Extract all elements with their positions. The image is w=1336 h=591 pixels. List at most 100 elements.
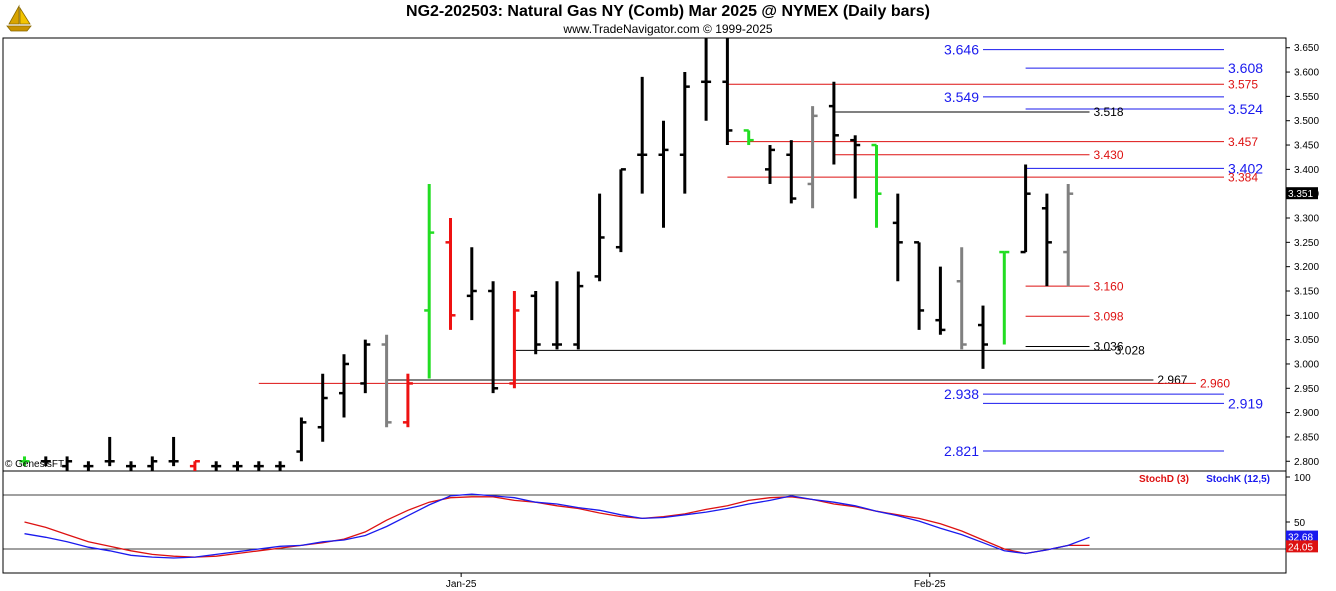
- stochd-legend: StochD (3): [1139, 474, 1189, 485]
- ohlc-bar: [701, 38, 712, 121]
- price-tick-label: 2.800: [1294, 457, 1319, 468]
- ohlc-bars: [19, 38, 1074, 471]
- ohlc-bar: [722, 38, 733, 146]
- ohlc-bar: [189, 460, 200, 471]
- price-tick-label: 3.450: [1294, 141, 1319, 152]
- ohlc-bar: [232, 461, 243, 471]
- ohlc-bar: [83, 461, 94, 471]
- price-tick-label: 3.050: [1294, 335, 1319, 346]
- price-tick-label: 3.550: [1294, 92, 1319, 103]
- ohlc-bar: [445, 218, 456, 330]
- price-frame: [2, 37, 1287, 472]
- level-label: 2.821: [944, 443, 979, 459]
- stochk-line: [24, 493, 1090, 559]
- stochd-last-label: 24.05: [1288, 542, 1313, 553]
- ohlc-bar: [168, 436, 179, 467]
- ohlc-bar: [253, 461, 264, 471]
- ohlc-bar: [317, 373, 328, 442]
- ohlc-bar: [658, 120, 669, 228]
- level-label: 3.518: [1094, 105, 1124, 119]
- stochk-last-label: 32.68: [1288, 533, 1313, 544]
- level-label: 3.402: [1228, 160, 1263, 176]
- stochastic-tick-label: 100: [1294, 473, 1311, 484]
- level-label: 3.160: [1094, 279, 1124, 293]
- price-tick-label: 3.400: [1294, 165, 1319, 176]
- ohlc-bar: [828, 81, 839, 165]
- ohlc-bar: [40, 456, 51, 467]
- price-tick-label: 3.500: [1294, 116, 1319, 127]
- ohlc-bar: [807, 106, 818, 209]
- ohlc-bar: [892, 193, 903, 282]
- chart-subtitle: www.TradeNavigator.com © 1999-2025: [563, 22, 773, 36]
- ohlc-bar: [488, 281, 499, 394]
- ohlc-bar: [594, 193, 605, 282]
- level-label: 3.575: [1228, 77, 1258, 91]
- ohlc-bar: [360, 339, 371, 394]
- level-label: 3.646: [944, 42, 979, 58]
- stochd-last-marker: [1286, 540, 1318, 553]
- level-label: 3.549: [944, 89, 979, 105]
- level-label: 3.608: [1228, 60, 1263, 76]
- ohlc-bar: [935, 266, 946, 335]
- level-label: 3.098: [1094, 309, 1124, 323]
- ohlc-bar: [381, 334, 392, 428]
- ohlc-bar: [296, 417, 307, 462]
- ohlc-bar: [339, 354, 349, 418]
- last-price-label: 3.351: [1288, 189, 1313, 200]
- stochd-line: [24, 496, 1090, 558]
- ohlc-bar: [956, 247, 967, 350]
- price-tick-label: 3.300: [1294, 214, 1319, 225]
- stochk-legend: StochK (12,5): [1206, 474, 1270, 485]
- ohlc-bar: [1020, 164, 1031, 254]
- stochastic-tick-label: 50: [1294, 518, 1306, 529]
- price-tick-label: 2.950: [1294, 384, 1319, 395]
- level-label: 3.524: [1228, 101, 1263, 117]
- price-tick-label: 3.200: [1294, 262, 1319, 273]
- time-tick-label: Feb-25: [914, 579, 946, 590]
- price-tick-label: 3.150: [1294, 286, 1319, 297]
- ohlc-bar: [147, 456, 158, 471]
- ohlc-bar: [850, 135, 861, 199]
- ohlc-bar: [743, 129, 754, 146]
- level-label: 2.938: [944, 386, 979, 402]
- level-label: 3.430: [1094, 148, 1124, 162]
- price-axis: 3.6503.6003.5503.5003.4503.4003.3503.300…: [1286, 43, 1319, 468]
- price-tick-label: 2.900: [1294, 408, 1319, 419]
- ohlc-bar: [552, 281, 562, 350]
- ohlc-bar: [999, 250, 1010, 345]
- level-label: 3.457: [1228, 135, 1258, 149]
- ohlc-bar: [211, 461, 222, 471]
- ohlc-bar: [466, 247, 477, 321]
- ohlc-bar: [573, 271, 584, 350]
- time-axis: Jan-25 Feb-25: [446, 573, 946, 590]
- ohlc-bar: [19, 456, 30, 467]
- ohlc-bar: [126, 461, 136, 471]
- chart-title: NG2-202503: Natural Gas NY (Comb) Mar 20…: [406, 3, 930, 20]
- price-tick-label: 3.250: [1294, 238, 1319, 249]
- time-tick-label: Jan-25: [446, 579, 477, 590]
- ohlc-bar: [637, 76, 648, 194]
- ohlc-bar: [104, 436, 115, 467]
- ohlc-bar: [275, 461, 286, 471]
- level-label: 3.028: [1115, 344, 1145, 358]
- credit-label: © GenesisFT: [5, 459, 65, 470]
- price-tick-label: 3.600: [1294, 68, 1319, 79]
- stochk-last-marker: [1286, 530, 1318, 543]
- ohlc-bar: [786, 140, 797, 204]
- chart-header: NG2-202503: Natural Gas NY (Comb) Mar 20…: [0, 0, 1336, 38]
- ohlc-bar: [871, 143, 882, 228]
- ohlc-bar: [914, 241, 925, 330]
- sailboat-logo-icon: [4, 4, 34, 34]
- last-price-marker: [1286, 187, 1318, 200]
- price-tick-label: 3.650: [1294, 43, 1319, 54]
- level-label: 2.967: [1157, 373, 1187, 387]
- ohlc-bar: [679, 72, 690, 194]
- level-label: 2.919: [1228, 395, 1263, 411]
- ohlc-bar: [615, 168, 626, 253]
- ohlc-bar: [509, 290, 520, 389]
- level-label: 3.384: [1228, 170, 1258, 184]
- price-tick-label: 3.100: [1294, 311, 1319, 322]
- ohlc-bar: [1063, 183, 1074, 287]
